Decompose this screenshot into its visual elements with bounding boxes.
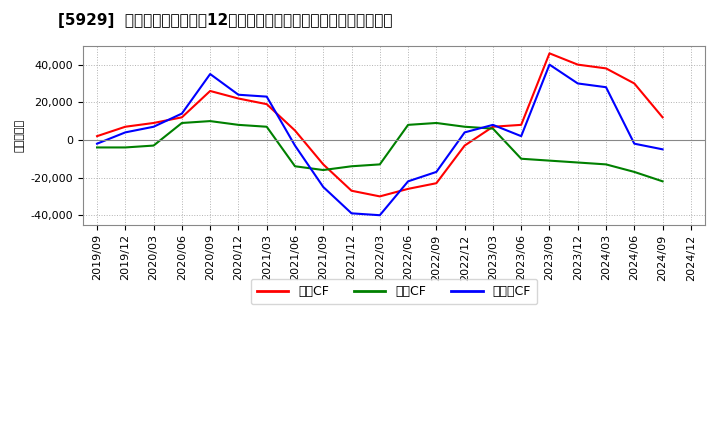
Legend: 営業CF, 投資CF, フリーCF: 営業CF, 投資CF, フリーCF [251, 279, 537, 304]
フリーCF [93, 141, 102, 147]
フリーCF [517, 133, 526, 139]
投資CF [517, 156, 526, 161]
Line: 投資CF: 投資CF [97, 121, 662, 181]
投資CF [460, 124, 469, 129]
投資CF [206, 118, 215, 124]
投資CF [658, 179, 667, 184]
フリーCF [658, 147, 667, 152]
営業CF [404, 186, 413, 191]
営業CF [630, 81, 639, 86]
営業CF [319, 162, 328, 167]
Line: フリーCF: フリーCF [97, 65, 662, 215]
フリーCF [178, 111, 186, 116]
フリーCF [545, 62, 554, 67]
投資CF [489, 126, 498, 131]
投資CF [234, 122, 243, 128]
営業CF [93, 133, 102, 139]
営業CF [121, 124, 130, 129]
投資CF [178, 120, 186, 125]
営業CF [234, 96, 243, 101]
営業CF [178, 115, 186, 120]
営業CF [460, 143, 469, 148]
営業CF [149, 120, 158, 125]
投資CF [149, 143, 158, 148]
投資CF [376, 162, 384, 167]
フリーCF [121, 130, 130, 135]
営業CF [489, 124, 498, 129]
フリーCF [460, 130, 469, 135]
フリーCF [149, 124, 158, 129]
投資CF [319, 167, 328, 172]
フリーCF [206, 71, 215, 77]
フリーCF [630, 141, 639, 147]
フリーCF [319, 184, 328, 190]
フリーCF [404, 179, 413, 184]
営業CF [573, 62, 582, 67]
フリーCF [347, 211, 356, 216]
フリーCF [489, 122, 498, 128]
フリーCF [573, 81, 582, 86]
投資CF [602, 162, 611, 167]
フリーCF [432, 169, 441, 175]
投資CF [404, 122, 413, 128]
営業CF [291, 128, 300, 133]
投資CF [121, 145, 130, 150]
営業CF [602, 66, 611, 71]
営業CF [517, 122, 526, 128]
投資CF [347, 164, 356, 169]
営業CF [206, 88, 215, 94]
営業CF [658, 115, 667, 120]
投資CF [262, 124, 271, 129]
Y-axis label: （百万円）: （百万円） [15, 119, 25, 152]
フリーCF [602, 84, 611, 90]
フリーCF [262, 94, 271, 99]
営業CF [545, 51, 554, 56]
投資CF [545, 158, 554, 163]
投資CF [432, 120, 441, 125]
Text: [5929]  キャッシュフローの12か月移動合計の対前年同期増減額の推移: [5929] キャッシュフローの12か月移動合計の対前年同期増減額の推移 [58, 13, 392, 28]
営業CF [262, 102, 271, 107]
投資CF [291, 164, 300, 169]
フリーCF [234, 92, 243, 97]
フリーCF [376, 213, 384, 218]
Line: 営業CF: 営業CF [97, 53, 662, 196]
投資CF [630, 169, 639, 175]
営業CF [347, 188, 356, 194]
営業CF [432, 180, 441, 186]
投資CF [573, 160, 582, 165]
フリーCF [291, 143, 300, 148]
営業CF [376, 194, 384, 199]
投資CF [93, 145, 102, 150]
